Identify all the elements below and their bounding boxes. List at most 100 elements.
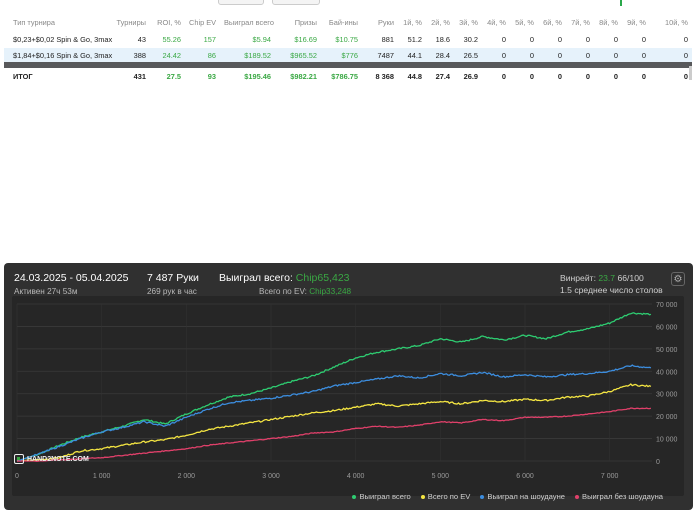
table-cell: $982.21 <box>275 62 321 85</box>
x-tick-label: 7 000 <box>601 473 619 480</box>
table-cell: 0 <box>594 48 622 65</box>
table-cell: 0 <box>482 62 510 85</box>
winrate: Винрейт: 23.7 66/100 <box>560 273 644 283</box>
table-cell: 86 <box>185 48 220 65</box>
table-cell: 0 <box>510 62 538 85</box>
table-cell: 0 <box>557 35 562 44</box>
graph-panel: 24.03.2025 - 05.04.2025 Активен 27ч 53м … <box>4 263 693 510</box>
table-cell: $965.52 <box>275 48 321 65</box>
table-cell: 27.5 <box>150 62 185 85</box>
column-header[interactable]: 5й, % <box>515 18 534 27</box>
legend-item[interactable]: Выиграл всего <box>352 492 411 501</box>
x-tick-label: 0 <box>15 473 19 480</box>
table-cell: 388 <box>107 48 150 65</box>
winrate-value: 23.7 <box>598 273 616 283</box>
table-scrollbar[interactable] <box>689 66 692 80</box>
column-header[interactable]: Руки <box>378 18 394 27</box>
table-cell: 0 <box>529 35 534 44</box>
tournament-type-cell: $0,23+$0,02 Spin & Go, 3max <box>13 35 113 44</box>
y-tick-label: 10 000 <box>656 437 678 444</box>
column-header[interactable]: 8й, % <box>599 18 618 27</box>
table-cell: $16.69 <box>294 35 317 44</box>
table-cell: 18.6 <box>435 35 450 44</box>
y-tick-label: 0 <box>656 459 660 466</box>
column-header[interactable]: 3й, % <box>459 18 478 27</box>
indicator-mark <box>620 0 622 6</box>
table-cell: 24.42 <box>150 48 185 65</box>
table-cell: 93 <box>185 62 220 85</box>
table-cell: 0 <box>585 35 590 44</box>
y-tick-label: 50 000 <box>656 347 678 354</box>
avg-tables: 1.5 среднее число столов <box>560 285 663 295</box>
table-cell: 0 <box>538 62 566 85</box>
column-header[interactable]: 2й, % <box>431 18 450 27</box>
column-header[interactable]: 4й, % <box>487 18 506 27</box>
legend-item[interactable]: Всего по EV <box>420 492 471 501</box>
table-cell: 0 <box>641 35 646 44</box>
column-header[interactable]: 1й, % <box>403 18 422 27</box>
won-total-value: Chip65,423 <box>295 272 350 284</box>
apply-button[interactable] <box>272 0 320 5</box>
table-cell: 0 <box>566 62 594 85</box>
column-header[interactable]: Призы <box>294 18 317 27</box>
y-tick-label: 70 000 <box>656 302 678 309</box>
legend-item[interactable]: Выиграл на шоудауне <box>480 492 565 501</box>
chart-legend: Выиграл всего Всего по EV Выиграл на шоуда… <box>352 492 663 501</box>
date-range: 24.03.2025 - 05.04.2025 <box>14 272 129 284</box>
table-cell: 0 <box>683 35 688 44</box>
hand2note-logo-text: HAND2NOTE.COM <box>27 455 89 463</box>
table-row[interactable]: $0,23+$0,02 Spin & Go, 3max 43 55.26 157 $5.… <box>4 31 692 48</box>
hand2note-logo: HAND2NOTE.COM <box>14 454 89 464</box>
gear-icon[interactable]: ⚙ <box>671 272 685 286</box>
table-cell: 0 <box>613 35 618 44</box>
winrate-suffix: 66/100 <box>617 273 644 283</box>
column-header[interactable]: Бай-ины <box>328 18 358 27</box>
table-cell: 7487 <box>362 48 398 65</box>
table-cell: 30.2 <box>463 35 478 44</box>
tournament-type-cell: ИТОГ <box>4 62 107 85</box>
column-header[interactable]: 7й, % <box>571 18 590 27</box>
legend-dot-icon <box>352 494 357 499</box>
column-header[interactable]: 9й, % <box>627 18 646 27</box>
table-cell: $5.94 <box>252 35 272 44</box>
table-cell: 0 <box>650 48 692 65</box>
top-toolbar-strip <box>0 0 700 8</box>
x-tick-label: 2 000 <box>178 473 196 480</box>
table-cell: 0 <box>566 48 594 65</box>
table-cell: 26.5 <box>454 48 482 65</box>
table-header-row: Тип турнира Турниры ROI, % Chip EV Выиграл в… <box>4 14 692 31</box>
table-cell: $10.75 <box>335 35 358 44</box>
column-header[interactable]: ROI, % <box>157 18 181 27</box>
table-cell: 26.9 <box>454 62 482 85</box>
period-button[interactable] <box>218 0 264 5</box>
table-row-selected[interactable]: $1,84+$0,16 Spin & Go, 3max 388 24.42 86 $18… <box>4 48 692 65</box>
hand2note-logo-icon <box>14 454 24 464</box>
table-cell: 0 <box>622 62 650 85</box>
table-cell: 0 <box>501 35 506 44</box>
ev-total: Всего по EV: Chip33,248 <box>259 287 351 296</box>
legend-label: Всего по EV <box>427 492 471 501</box>
table-cell: $786.75 <box>321 62 362 85</box>
column-header[interactable]: Турниры <box>116 18 146 27</box>
x-tick-label: 3 000 <box>262 473 280 480</box>
column-header[interactable]: 10й, % <box>664 18 688 27</box>
table-cell: 27.4 <box>426 62 454 85</box>
legend-dot-icon <box>420 494 425 499</box>
table-cell: 881 <box>381 35 394 44</box>
tournament-type-cell: $1,84+$0,16 Spin & Go, 3max <box>4 48 112 65</box>
column-header[interactable]: Тип турнира <box>13 18 55 27</box>
table-cell: 44.8 <box>398 62 426 85</box>
table-cell: 0 <box>538 48 566 65</box>
column-header[interactable]: 6й, % <box>543 18 562 27</box>
table-cell: 0 <box>510 48 538 65</box>
y-tick-label: 20 000 <box>656 414 678 421</box>
table-cell: $189.52 <box>220 48 275 65</box>
x-tick-label: 5 000 <box>432 473 450 480</box>
column-header[interactable]: Выиграл всего <box>224 18 274 27</box>
column-header[interactable]: Chip EV <box>189 18 217 27</box>
y-tick-label: 60 000 <box>656 324 678 331</box>
legend-item[interactable]: Выиграл без шоудауна <box>575 492 663 501</box>
table-cell: 44.1 <box>398 48 426 65</box>
table-cell: 51.2 <box>407 35 422 44</box>
ev-total-value: Chip33,248 <box>309 287 352 296</box>
